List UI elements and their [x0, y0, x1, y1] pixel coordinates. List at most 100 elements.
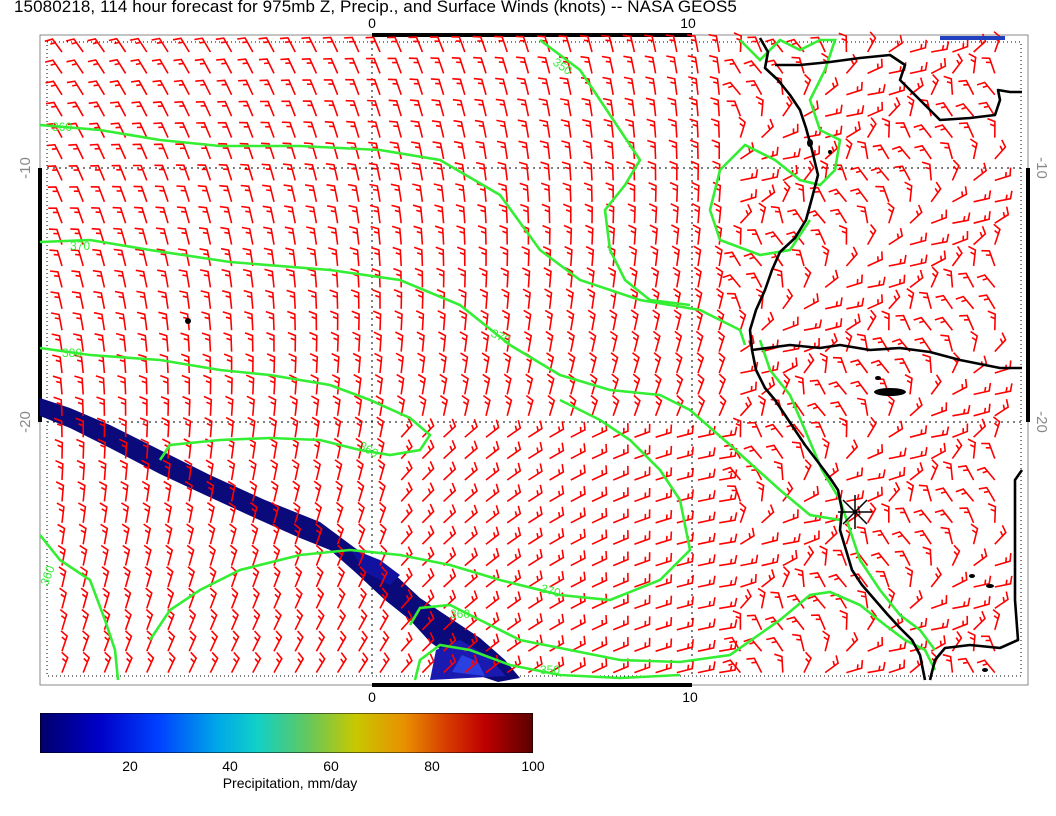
wind-barb-icon	[154, 185, 169, 203]
wind-barb-icon	[154, 164, 169, 181]
wind-barb-icon	[850, 359, 869, 374]
wind-barb-icon	[591, 529, 608, 545]
wind-barb-icon	[655, 552, 673, 567]
wind-barb-icon	[421, 653, 435, 674]
wind-barb-icon	[379, 630, 390, 652]
wind-barb-icon	[395, 331, 404, 352]
wind-barb-icon	[152, 101, 169, 117]
wind-barb-icon	[803, 651, 812, 673]
wind-barb-icon	[930, 374, 942, 395]
wind-barb-icon	[582, 140, 593, 160]
wind-barb-icon	[57, 544, 66, 566]
wind-barb-icon	[273, 630, 283, 652]
wind-barb-icon	[691, 202, 701, 224]
contour-370-loop	[148, 398, 692, 641]
wind-barb-icon	[55, 481, 65, 502]
wind-barb-icon	[866, 31, 877, 53]
wind-barb-icon	[697, 661, 716, 674]
wind-barb-icon	[482, 373, 491, 395]
wind-barb-icon	[345, 99, 360, 117]
wind-barb-icon	[866, 223, 877, 245]
wind-barb-icon	[632, 373, 641, 395]
wind-barb-icon	[870, 552, 890, 567]
wind-barb-icon	[203, 395, 213, 416]
wind-barb-icon	[782, 533, 801, 545]
wind-barb-icon	[76, 438, 85, 459]
wind-barb-icon	[922, 546, 932, 566]
wind-barb-icon	[400, 653, 413, 674]
wind-barb-icon	[722, 274, 742, 288]
wind-barb-icon	[909, 39, 928, 53]
wind-barb-icon	[285, 247, 296, 267]
wind-barb-icon	[311, 416, 320, 438]
wind-barb-icon	[739, 396, 753, 417]
wind-barb-icon	[655, 488, 673, 503]
wind-barb-icon	[994, 206, 1010, 224]
wind-barb-icon	[606, 224, 616, 245]
wind-barb-icon	[77, 481, 86, 502]
wind-barb-icon	[565, 288, 574, 309]
wind-barb-icon	[909, 462, 924, 481]
wind-barb-icon	[336, 587, 346, 609]
wind-barb-icon	[994, 139, 1007, 160]
wind-barb-icon	[158, 332, 169, 352]
wind-barb-icon	[973, 548, 988, 567]
wind-barb-icon	[770, 591, 784, 609]
wind-barb-icon	[390, 162, 402, 181]
wind-barb-icon	[527, 527, 543, 545]
wind-barb-icon	[724, 251, 742, 267]
wind-barb-icon	[891, 530, 911, 545]
wind-barb-icon	[747, 229, 763, 245]
wind-barb-icon	[421, 610, 435, 631]
wind-barb-icon	[118, 438, 128, 459]
wind-barb-icon	[323, 79, 339, 96]
wind-barb-icon	[538, 98, 551, 117]
wind-barb-icon	[589, 352, 597, 374]
wind-barb-icon	[782, 549, 798, 567]
wind-barb-icon	[527, 463, 543, 481]
wind-barb-icon	[76, 459, 86, 481]
wind-barb-icon	[216, 79, 233, 96]
wind-barb-icon	[525, 394, 534, 417]
wind-barb-icon	[958, 122, 975, 138]
wind-barb-icon	[994, 524, 1007, 545]
wind-barb-icon	[549, 485, 565, 503]
wind-barb-icon	[195, 79, 212, 96]
wind-barb-icon	[88, 80, 106, 96]
wind-barb-icon	[888, 254, 907, 267]
wind-barb-icon	[719, 661, 738, 674]
wind-barb-icon	[931, 618, 950, 631]
wind-barb-icon	[623, 76, 636, 95]
wind-barb-icon	[612, 572, 629, 588]
contour-360-north	[39, 123, 747, 346]
wind-barb-icon	[539, 140, 551, 160]
wind-barb-icon	[225, 395, 234, 416]
wind-barb-icon	[485, 633, 500, 652]
wind-barb-icon	[973, 403, 991, 417]
wind-barb-icon	[358, 587, 367, 609]
wind-barb-icon	[909, 446, 928, 460]
wind-barb-icon	[856, 526, 869, 545]
wind-barb-icon	[230, 608, 239, 631]
wind-barb-icon	[666, 55, 678, 74]
wind-barb-icon	[415, 310, 425, 331]
islands	[185, 139, 994, 672]
wind-barb-icon	[309, 352, 319, 374]
wind-barb-icon	[131, 122, 148, 138]
wind-barb-icon	[738, 309, 747, 331]
wind-barb-icon	[976, 466, 996, 481]
wind-barb-icon	[353, 373, 362, 395]
wind-barb-icon	[315, 566, 324, 588]
wind-barb-icon	[856, 333, 869, 352]
wind-barb-icon	[331, 352, 340, 374]
wind-barb-icon	[930, 459, 939, 481]
contour-label-9: 360	[450, 607, 470, 621]
wind-barb-icon	[421, 503, 435, 524]
wind-barb-icon	[872, 337, 890, 353]
wind-barb-icon	[794, 375, 805, 395]
wind-barb-icon	[994, 553, 1012, 567]
wind-barb-icon	[755, 95, 764, 117]
wind-barb-icon	[240, 163, 254, 181]
wind-barb-icon	[224, 374, 233, 395]
wind-barb-icon	[745, 272, 763, 288]
